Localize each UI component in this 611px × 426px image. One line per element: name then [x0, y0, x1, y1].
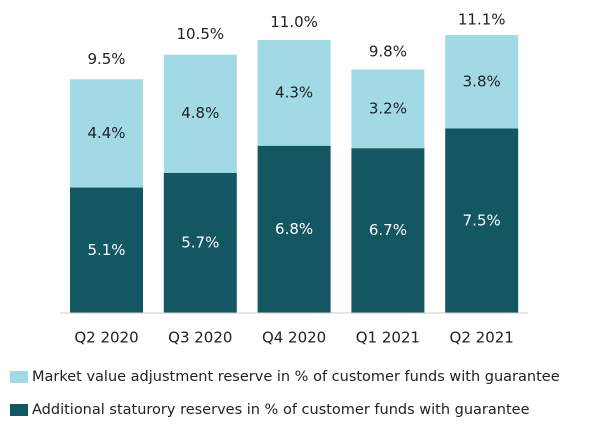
bar-segment — [445, 128, 519, 313]
legend-label: Market value adjustment reserve in % of … — [32, 369, 560, 385]
legend-swatch — [10, 371, 28, 383]
value-label: 4.8% — [181, 104, 219, 122]
x-tick-label: Q1 2021 — [356, 329, 420, 347]
legend-label: Additional staturory reserves in % of cu… — [32, 402, 530, 418]
x-tick-label: Q3 2020 — [168, 329, 232, 347]
bar-segment — [70, 187, 143, 313]
total-label: 11.1% — [458, 10, 506, 28]
value-label: 6.8% — [275, 220, 313, 238]
value-label: 5.1% — [87, 241, 125, 259]
bar-segment — [163, 54, 237, 173]
value-label: 3.2% — [369, 99, 407, 117]
bar-segment — [351, 69, 425, 149]
value-label: 4.3% — [275, 83, 313, 101]
bar-segment — [445, 35, 519, 129]
value-label: 7.5% — [463, 211, 501, 229]
bar-segment — [70, 79, 143, 188]
total-label: 11.0% — [270, 13, 318, 31]
value-label: 4.4% — [87, 124, 125, 142]
bar-segment — [163, 172, 237, 313]
total-label: 9.8% — [369, 42, 407, 60]
x-tick-label: Q4 2020 — [262, 329, 326, 347]
x-tick-label: Q2 2021 — [450, 329, 514, 347]
legend-swatch — [10, 404, 28, 416]
bar-segment — [351, 148, 425, 313]
total-label: 10.5% — [176, 25, 224, 43]
value-label: 5.7% — [181, 233, 219, 251]
bar-segment — [257, 39, 331, 146]
value-label: 3.8% — [463, 72, 501, 90]
bar-segment — [257, 145, 331, 313]
value-label: 6.7% — [369, 221, 407, 239]
total-label: 9.5% — [87, 50, 125, 68]
x-tick-label: Q2 2020 — [74, 329, 138, 347]
